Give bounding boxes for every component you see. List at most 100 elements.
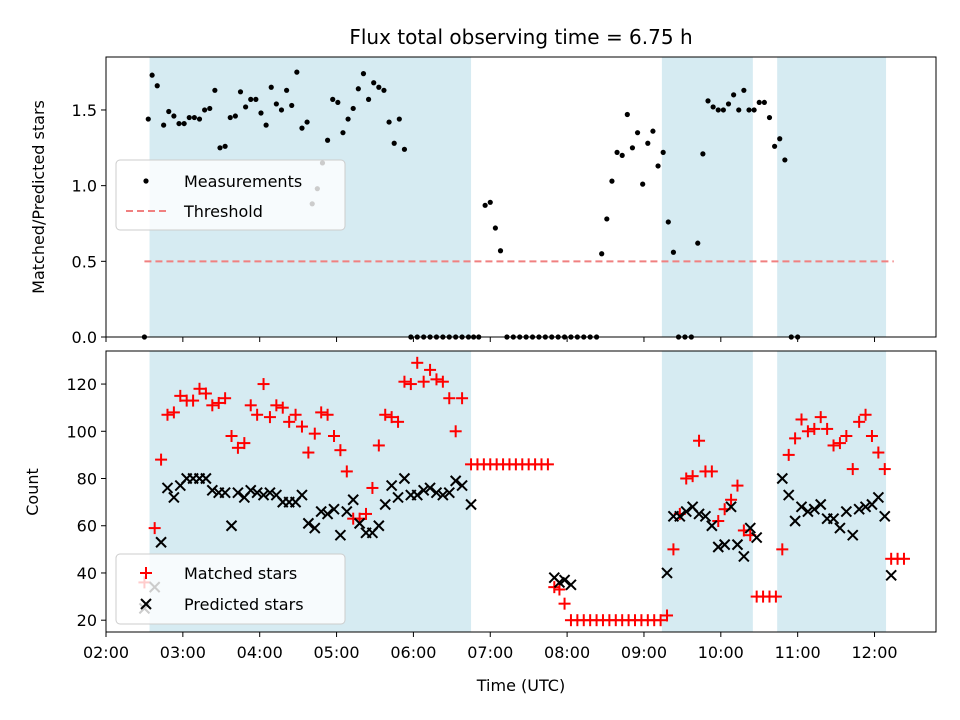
matched-star-point	[360, 507, 373, 520]
measurement-point	[299, 125, 305, 131]
measurement-point	[371, 80, 377, 86]
legend-measurements-marker	[143, 178, 149, 184]
measurement-point	[624, 111, 630, 118]
measurement-point	[599, 251, 605, 257]
measurement-point	[640, 181, 646, 187]
matched-star-point	[206, 399, 219, 412]
bottom-plot-frame	[105, 350, 937, 633]
bottom-x-tick-label: 11:00	[775, 643, 821, 662]
predicted-star-point	[718, 538, 731, 551]
matched-star-point	[814, 411, 827, 424]
matched-star-point	[398, 375, 411, 388]
predicted-star-point	[206, 484, 219, 497]
matched-star-point	[372, 439, 385, 452]
measurement-point	[171, 113, 177, 119]
measurement-point	[777, 136, 783, 142]
matched-star-point	[661, 609, 674, 622]
predicted-star-point	[834, 522, 846, 534]
measurement-point	[365, 96, 372, 102]
bottom-y-tick-label: 80	[77, 470, 97, 489]
matched-star-point	[219, 392, 232, 405]
bottom-x-tick-label: 03:00	[160, 643, 206, 662]
predicted-star-point	[424, 482, 436, 494]
matched-star-point	[654, 614, 667, 627]
bottom-y-tick-label: 60	[77, 517, 97, 536]
measurement-point	[720, 107, 726, 113]
measurement-point	[604, 216, 610, 222]
measurement-point	[340, 130, 346, 136]
top-shaded-intervals	[149, 57, 887, 337]
bottom-x-tick-label: 02:00	[83, 643, 129, 662]
bottom-x-tick-label: 08:00	[544, 643, 590, 662]
measurement-point	[619, 152, 625, 158]
measurement-point	[176, 120, 182, 127]
matched-star-point	[251, 408, 264, 421]
measurement-point	[268, 84, 274, 90]
legend-matched-marker	[140, 567, 152, 579]
legend-predicted-marker	[140, 598, 152, 610]
measurement-point	[381, 87, 387, 93]
measurement-point	[756, 99, 762, 106]
bottom-x-tick-label: 04:00	[237, 643, 283, 662]
matched-star-point	[443, 392, 456, 405]
matched-star-point	[199, 387, 212, 400]
bottom-series	[138, 356, 910, 627]
measurement-point	[237, 89, 244, 95]
predicted-star-point	[750, 531, 763, 544]
measurement-point	[258, 110, 264, 116]
measurement-point	[149, 72, 155, 78]
matched-star-point	[238, 437, 251, 450]
matched-star-point	[340, 465, 353, 478]
matched-star-point	[276, 401, 289, 414]
bottom-x-ticks: 02:00 03:00 04:00 05:00 06:00 07:00 08:00 09:00…	[83, 632, 898, 662]
matched-star-point	[693, 434, 706, 447]
predicted-star-point	[315, 505, 327, 518]
measurement-point	[145, 116, 151, 122]
predicted-star-point	[373, 520, 385, 532]
predicted-star-point	[802, 505, 814, 518]
predicted-star-point	[219, 486, 231, 499]
matched-star-point	[385, 411, 398, 424]
top-panel: Flux total observing time = 6.75 h 0.00.…	[29, 25, 937, 347]
predicted-star-point	[430, 486, 443, 499]
top-plot-frame	[105, 56, 937, 338]
predicted-star-point	[847, 529, 859, 541]
matched-star-point	[846, 463, 859, 476]
matched-star-point	[244, 399, 257, 412]
matched-star-point	[225, 430, 238, 443]
matched-star-point	[456, 392, 469, 405]
bottom-y-tick-label: 100	[66, 422, 97, 441]
matched-star-point	[411, 356, 424, 369]
bottom-shaded-interval	[661, 351, 753, 632]
measurement-point	[253, 96, 259, 102]
matched-star-point	[417, 375, 430, 388]
bottom-x-tick-label: 12:00	[851, 643, 897, 662]
matched-star-point	[155, 453, 168, 466]
top-shaded-interval	[777, 57, 887, 337]
measurement-point	[263, 122, 269, 128]
matched-star-point	[148, 522, 161, 535]
predicted-star-point	[161, 482, 174, 494]
matched-star-point	[212, 396, 225, 409]
measurement-point	[766, 114, 773, 121]
predicted-star-point	[782, 489, 795, 501]
measurement-point	[695, 240, 701, 246]
matched-star-point	[801, 425, 814, 438]
top-y-tick-label: 0.0	[72, 328, 97, 347]
predicted-star-point	[200, 472, 212, 485]
predicted-star-point	[725, 501, 737, 513]
matched-star-point	[327, 430, 340, 443]
predicted-star-point	[353, 517, 366, 530]
top-x-ticks	[105, 337, 876, 342]
matched-star-point	[167, 406, 180, 419]
predicted-star-point	[398, 472, 411, 485]
bottom-x-tick-label: 06:00	[390, 643, 436, 662]
predicted-star-point	[245, 484, 257, 497]
predicted-star-point	[795, 501, 808, 513]
predicted-star-point	[251, 486, 263, 499]
measurement-point	[345, 116, 351, 122]
predicted-star-point	[738, 550, 750, 563]
bottom-legend: Matched stars Predicted stars	[115, 553, 346, 625]
matched-star-point	[315, 406, 328, 419]
